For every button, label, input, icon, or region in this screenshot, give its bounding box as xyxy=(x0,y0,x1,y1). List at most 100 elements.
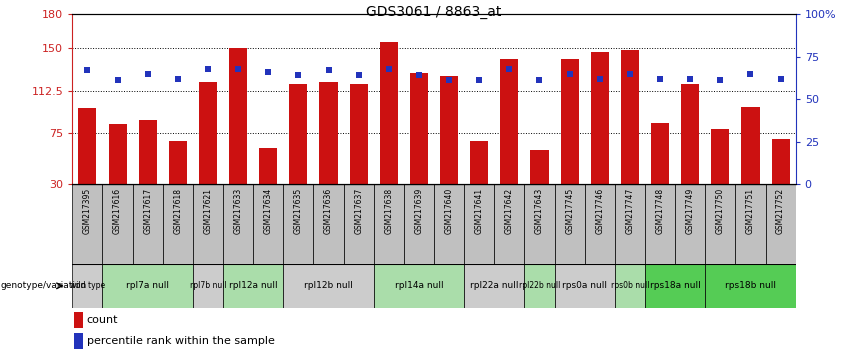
Text: GSM217639: GSM217639 xyxy=(414,188,424,234)
Bar xyxy=(494,184,524,264)
Bar xyxy=(229,48,247,184)
Text: rpl12b null: rpl12b null xyxy=(304,281,353,290)
Text: GSM217750: GSM217750 xyxy=(716,188,725,234)
Text: GSM217634: GSM217634 xyxy=(264,188,272,234)
Bar xyxy=(645,184,675,264)
Bar xyxy=(705,184,735,264)
Bar xyxy=(591,52,608,184)
Point xyxy=(563,71,576,76)
Text: GSM217642: GSM217642 xyxy=(505,188,514,234)
Text: GSM217745: GSM217745 xyxy=(565,188,574,234)
Bar xyxy=(374,184,404,264)
Bar xyxy=(193,184,223,264)
Bar xyxy=(621,50,639,184)
Text: count: count xyxy=(87,315,118,325)
Point xyxy=(351,73,365,78)
Bar xyxy=(741,107,759,184)
Bar xyxy=(681,84,700,184)
Bar xyxy=(404,184,434,264)
Text: GSM217747: GSM217747 xyxy=(625,188,634,234)
Bar xyxy=(561,59,579,184)
Bar xyxy=(645,264,705,308)
Bar xyxy=(735,184,766,264)
Bar xyxy=(434,184,464,264)
Bar xyxy=(524,264,555,308)
Bar xyxy=(283,264,374,308)
Bar xyxy=(772,139,790,184)
Text: GSM217638: GSM217638 xyxy=(385,188,393,234)
Point xyxy=(141,71,155,76)
Text: rpl7a null: rpl7a null xyxy=(126,281,169,290)
Text: GSM217746: GSM217746 xyxy=(596,188,604,234)
Point xyxy=(201,66,214,72)
Bar xyxy=(223,264,283,308)
Bar xyxy=(74,312,83,328)
Bar xyxy=(283,184,313,264)
Bar xyxy=(410,73,428,184)
Text: rpl12a null: rpl12a null xyxy=(229,281,277,290)
Bar xyxy=(470,141,488,184)
Bar xyxy=(74,333,83,349)
Bar xyxy=(102,264,193,308)
Text: GSM217641: GSM217641 xyxy=(475,188,483,234)
Text: percentile rank within the sample: percentile rank within the sample xyxy=(87,336,275,346)
Bar xyxy=(260,148,277,184)
Text: rpl14a null: rpl14a null xyxy=(395,281,443,290)
Bar xyxy=(585,184,614,264)
Text: rpl7b null: rpl7b null xyxy=(190,281,226,290)
Bar xyxy=(72,184,102,264)
Point xyxy=(713,78,727,83)
Text: GSM217395: GSM217395 xyxy=(83,188,92,234)
Bar xyxy=(199,82,217,184)
Text: GDS3061 / 8863_at: GDS3061 / 8863_at xyxy=(366,5,502,19)
Bar xyxy=(530,150,549,184)
Text: rps0b null: rps0b null xyxy=(611,281,649,290)
Text: GSM217635: GSM217635 xyxy=(294,188,303,234)
Bar xyxy=(555,184,585,264)
Point xyxy=(533,78,546,83)
Point xyxy=(292,73,306,78)
Bar xyxy=(168,141,187,184)
Text: GSM217633: GSM217633 xyxy=(234,188,243,234)
Text: GSM217618: GSM217618 xyxy=(174,188,182,234)
Point xyxy=(774,76,787,81)
Point xyxy=(231,66,245,72)
Point xyxy=(111,78,124,83)
Bar xyxy=(464,264,524,308)
Point xyxy=(322,67,335,73)
Text: GSM217643: GSM217643 xyxy=(535,188,544,234)
Bar xyxy=(78,108,96,184)
Bar xyxy=(163,184,193,264)
Text: rpl22a null: rpl22a null xyxy=(470,281,518,290)
Text: GSM217640: GSM217640 xyxy=(444,188,454,234)
Point xyxy=(261,69,275,75)
Bar xyxy=(313,184,344,264)
Text: GSM217752: GSM217752 xyxy=(776,188,785,234)
Bar xyxy=(614,184,645,264)
Bar xyxy=(380,42,397,184)
Text: GSM217617: GSM217617 xyxy=(143,188,152,234)
Bar xyxy=(102,184,133,264)
Bar xyxy=(766,184,796,264)
Bar xyxy=(614,264,645,308)
Text: rpl22b null: rpl22b null xyxy=(519,281,560,290)
Bar xyxy=(675,184,705,264)
Bar xyxy=(344,184,374,264)
Bar xyxy=(711,129,729,184)
Point xyxy=(744,71,757,76)
Bar xyxy=(133,184,163,264)
Bar xyxy=(464,184,494,264)
Text: rps0a null: rps0a null xyxy=(563,281,608,290)
Text: GSM217748: GSM217748 xyxy=(655,188,665,234)
Text: GSM217636: GSM217636 xyxy=(324,188,333,234)
Point xyxy=(412,73,426,78)
Text: genotype/variation: genotype/variation xyxy=(1,281,87,290)
Point xyxy=(382,66,396,72)
Bar xyxy=(555,264,614,308)
Bar xyxy=(705,264,796,308)
Bar xyxy=(139,120,157,184)
Bar xyxy=(500,59,518,184)
Point xyxy=(171,76,185,81)
Point xyxy=(654,76,667,81)
Text: wild type: wild type xyxy=(70,281,105,290)
